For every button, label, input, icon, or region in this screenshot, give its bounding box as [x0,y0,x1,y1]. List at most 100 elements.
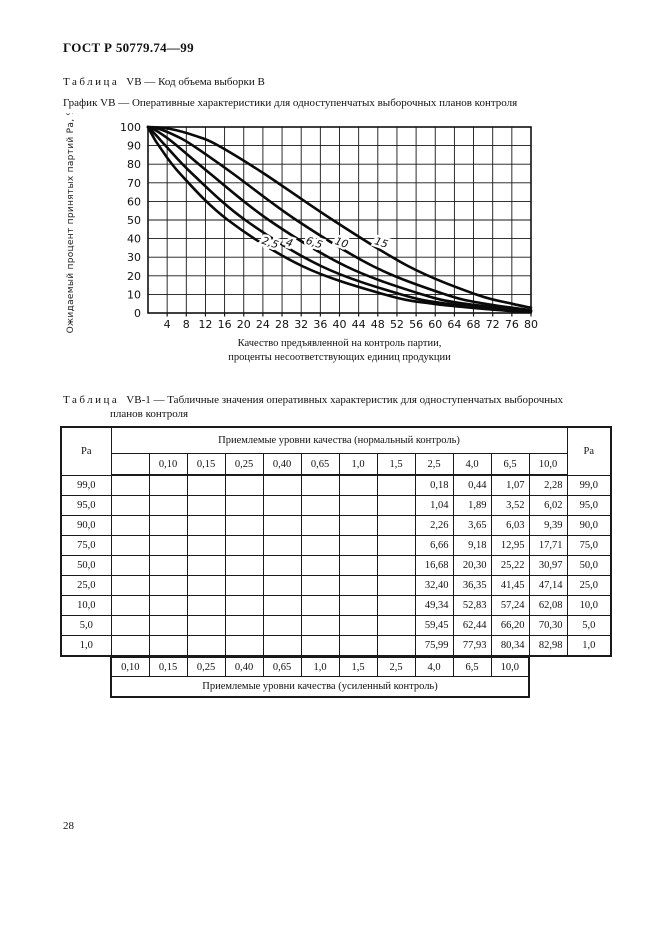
table-cell [224,535,264,556]
aql-normal-row: 0,10 0,15 0,25 0,40 0,65 1,0 1,5 2,5 4,0 6,5 10,0 [61,453,611,476]
table-cell [300,555,340,576]
vb1-footer-table: 0,10 0,15 0,25 0,40 0,65 1,0 1,5 2,5 4,0 6,5 10,0 П… [110,657,530,698]
aql-normal-cell: 6,5 [490,453,530,476]
svg-text:80: 80 [524,318,538,331]
aql-normal-cell: 4,0 [452,453,492,476]
table-cell [148,615,188,636]
aql-normal-cell: 0,25 [224,453,264,476]
oc-chart: 2,5 4 6,5 10 154 8 12 16 20 24 28 32 36 40 44 48 52 56 60 6… [66,113,538,333]
table-cell [148,535,188,556]
table-cell [376,474,416,496]
table-row: 99,0 0,18 0,44 1,07 2,28 99,0 [60,474,612,496]
table-cell [110,555,150,576]
aql-tightened-cell: 2,5 [376,657,416,677]
table-cell [148,495,188,516]
pa-header-left: Ра [60,426,112,476]
graph-vb-caption: График VB — Оперативные характеристики д… [63,97,518,109]
table-cell [110,515,150,536]
pa-value-left: 5,0 [60,615,112,636]
table-cell [262,595,302,616]
table-cell: 16,68 [414,555,454,576]
svg-text:0: 0 [134,307,141,320]
table-cell: 32,40 [414,575,454,596]
aql-normal-cell: 2,5 [414,453,454,476]
table-cell: 30,97 [528,555,568,576]
pa-value-right: 50,0 [566,555,612,576]
table-cell: 75,99 [414,635,454,657]
svg-text:52: 52 [390,318,404,331]
svg-text:64: 64 [447,318,461,331]
table-cell [376,535,416,556]
svg-text:30: 30 [127,251,141,264]
table-cell [262,474,302,496]
aql-normal-cell: 0,65 [300,453,340,476]
table-cell: 1,04 [414,495,454,516]
oc-curve-2,5 [146,125,533,314]
svg-text:100: 100 [120,121,141,134]
table-cell: 0,44 [452,474,492,496]
svg-text:40: 40 [333,318,347,331]
table-cell: 82,98 [528,635,568,657]
table-cell: 47,14 [528,575,568,596]
pa-value-right: 75,0 [566,535,612,556]
aql-tightened-row: 0,10 0,15 0,25 0,40 0,65 1,0 1,5 2,5 4,0 6,5 10,0 [110,657,530,677]
oc-curves [146,125,533,314]
table-vb1: Ра Приемлемые уровни качества (нормальный… [60,426,613,698]
table-row: 5,0 59,45 62,44 66,20 70,30 5,0 [60,615,612,636]
table-cell [338,635,378,657]
tightened-control-header: Приемлемые уровни качества (усиленный ко… [110,676,530,698]
svg-text:40: 40 [127,233,141,246]
table-cell: 9,39 [528,515,568,536]
table-cell: 70,30 [528,615,568,636]
table-cell [300,474,340,496]
svg-text:32: 32 [294,318,308,331]
table-cell [300,575,340,596]
pa-value-left: 95,0 [60,495,112,516]
pa-value-left: 10,0 [60,595,112,616]
svg-text:20: 20 [127,270,141,283]
table-cell [376,635,416,657]
pa-value-left: 90,0 [60,515,112,536]
table-cell [262,575,302,596]
table-cell [110,495,150,516]
table-cell: 2,26 [414,515,454,536]
table-cell [338,535,378,556]
table-cell: 1,89 [452,495,492,516]
aql-normal-cell: 0,15 [186,453,226,476]
page-number: 28 [63,820,74,832]
aql-normal-cell: 1,5 [376,453,416,476]
table-cell: 1,07 [490,474,530,496]
svg-text:12: 12 [198,318,212,331]
aql-tightened-cell: 0,65 [262,657,302,677]
table-cell [338,575,378,596]
table-cell [224,474,264,496]
table-cell [186,635,226,657]
table-cell: 6,66 [414,535,454,556]
y-tick-labels: 0 10 20 30 40 50 60 70 80 90 100 [120,121,141,320]
table-cell [148,474,188,496]
oc-curve-6,5 [146,125,533,313]
table-cell: 25,22 [490,555,530,576]
table-cell [186,595,226,616]
normal-control-header: Приемлемые уровни качества (нормальный к… [110,426,568,454]
table-cell: 77,93 [452,635,492,657]
aql-tightened-cell: 0,10 [110,657,150,677]
table-cell [186,535,226,556]
aql-normal-cell: 0,40 [262,453,302,476]
table-cell [376,495,416,516]
x-axis-caption: Качество предъявленной на контроль парти… [148,337,531,364]
table-cell [186,575,226,596]
aql-normal-cell [110,453,150,476]
table-cell: 49,34 [414,595,454,616]
table-cell: 3,65 [452,515,492,536]
pa-value-right: 5,0 [566,615,612,636]
pa-value-left: 50,0 [60,555,112,576]
aql-tightened-cell: 4,0 [414,657,454,677]
svg-text:60: 60 [127,195,141,208]
table-cell [376,595,416,616]
x-axis-caption-line2: проценты несоответствующих единиц продук… [228,351,451,363]
table-cell: 59,45 [414,615,454,636]
table-cell: 9,18 [452,535,492,556]
svg-text:56: 56 [409,318,423,331]
